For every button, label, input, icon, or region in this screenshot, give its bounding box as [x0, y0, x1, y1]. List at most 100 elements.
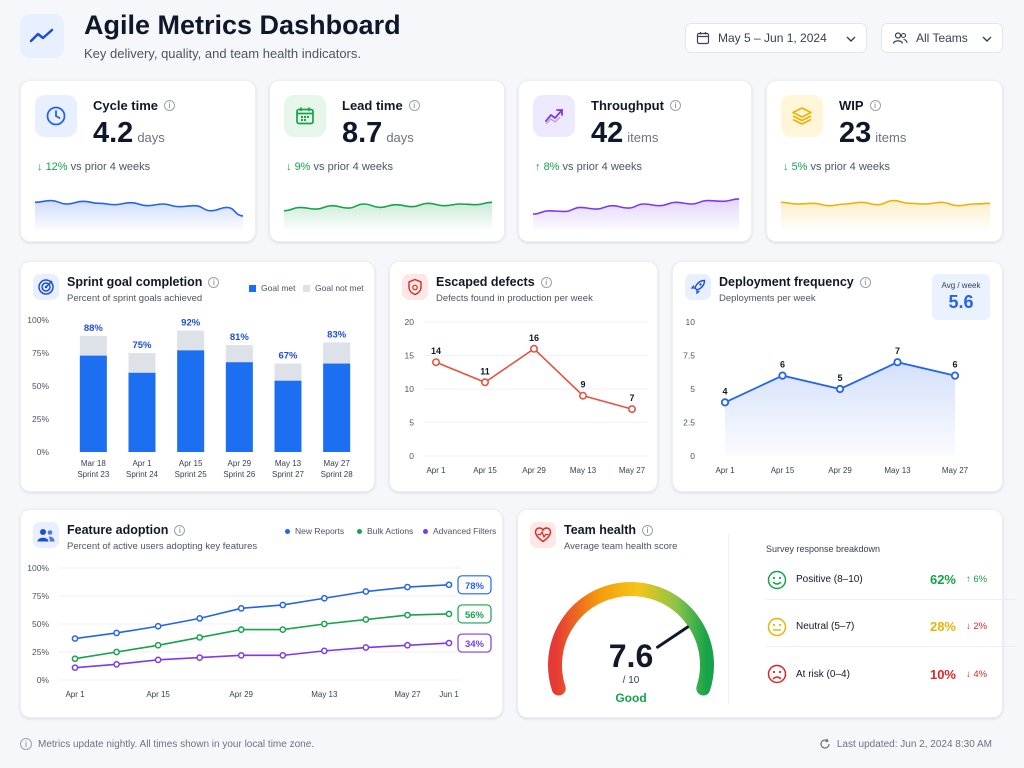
kpi-delta-arrow: ↓: [783, 161, 789, 173]
feature-adoption-subtitle: Percent of active users adopting key fea…: [67, 541, 258, 552]
kpi-unit: days: [137, 130, 165, 145]
x-tick-label: May 27: [324, 459, 351, 468]
last-updated-text: Last updated: Jun 2, 2024 8:30 AM: [836, 738, 992, 750]
last-updated: Last updated: Jun 2, 2024 8:30 AM: [819, 738, 992, 750]
sparkline-area: [35, 200, 243, 229]
kpi-delta-pct: 5%: [791, 161, 808, 173]
divider: [728, 534, 729, 704]
data-point: [835, 384, 845, 394]
data-point: [113, 629, 120, 637]
deployment-title: Deployment frequency: [719, 275, 854, 289]
series-line: [74, 613, 450, 660]
end-label: 56%: [465, 610, 485, 621]
breakdown-title: Survey response breakdown: [766, 544, 881, 554]
kpi-delta-arrow: ↑: [535, 161, 541, 173]
x-tick-label: Apr 29: [228, 459, 252, 468]
info-icon[interactable]: i: [174, 524, 186, 536]
y-tick-label: 10: [686, 317, 696, 327]
data-label: 88%: [84, 323, 104, 334]
sprint-goal-subtitle: Percent of sprint goals achieved: [67, 293, 203, 304]
info-icon[interactable]: i: [540, 276, 552, 288]
survey-row-label: Neutral (5–7): [796, 621, 855, 632]
data-point: [320, 594, 328, 602]
kpi-value: 4.2 days: [93, 117, 165, 150]
chevron-down-icon: [982, 31, 992, 45]
legend-goal-not-met: Goal not met: [303, 283, 364, 293]
data-point: [237, 626, 245, 633]
data-point: [279, 626, 287, 633]
info-icon[interactable]: i: [642, 524, 654, 536]
kpi-number: 8.7: [342, 117, 383, 149]
data-label: 14: [431, 346, 441, 356]
info-icon[interactable]: i: [669, 100, 681, 111]
calendar-icon: [696, 32, 710, 45]
data-point: [113, 648, 120, 656]
survey-row-label: Positive (8–10): [796, 574, 863, 585]
calendar-icon: [284, 95, 326, 137]
target-icon: [33, 274, 59, 300]
data-point: [71, 664, 79, 672]
sparkline: [284, 201, 492, 229]
deployment-frequency-card: Deployment frequency i Deployments per we…: [672, 261, 1003, 492]
team-filter-select[interactable]: All Teams: [881, 23, 1003, 53]
x-tick-sublabel: Sprint 25: [175, 470, 208, 479]
bar-goal-met: [128, 372, 156, 452]
data-label: 83%: [327, 329, 347, 340]
data-point: [237, 604, 245, 612]
feature-adoption-title: Feature adoption: [67, 523, 169, 537]
kpi-card-throughput: Throughput i 42 items ↑ 8% vs prior 4 weeks: [518, 80, 752, 242]
data-point: [154, 656, 162, 664]
trend-line-icon: [29, 28, 54, 43]
date-range-value: May 5 – Jun 1, 2024: [718, 31, 827, 45]
kpi-delta: ↑ 8% vs prior 4 weeks: [535, 161, 642, 173]
trend-up-icon: [533, 95, 575, 137]
smile-icon: [766, 570, 788, 590]
series-area: [725, 362, 955, 456]
x-tick-label: Apr 29: [229, 690, 253, 699]
kpi-card-lead-time: Lead time i 8.7 days ↓ 9% vs prior 4 weeks: [269, 80, 505, 242]
refresh-icon[interactable]: [819, 738, 831, 750]
kpi-delta-text: vs prior 4 weeks: [70, 161, 151, 173]
escaped-defects-title: Escaped defects: [436, 275, 535, 289]
team-health-title: Team health: [564, 523, 637, 537]
rocket-icon: [685, 274, 711, 300]
x-tick-label: Apr 15: [179, 459, 203, 468]
info-icon: i: [20, 738, 32, 750]
y-tick-label: 5: [690, 384, 695, 394]
y-tick-label: 10: [405, 384, 415, 394]
data-point: [445, 639, 453, 647]
legend-advanced-filters: Advanced Filters: [423, 526, 496, 536]
info-icon[interactable]: i: [208, 276, 220, 288]
x-tick-label: May 13: [884, 466, 911, 475]
data-point: [404, 583, 411, 591]
kpi-delta-arrow: ↓: [37, 161, 43, 173]
sprint-goal-card: Sprint goal completion i Percent of sprin…: [20, 261, 375, 492]
team-health-gauge: 7.6/ 10 Good: [548, 582, 714, 705]
y-tick-label: 0%: [37, 447, 50, 457]
y-tick-label: 0: [690, 451, 695, 461]
data-point: [720, 398, 730, 407]
users-icon: [892, 32, 908, 44]
survey-row-change: ↑ 6%: [966, 574, 988, 585]
series-line: [435, 347, 633, 410]
info-icon[interactable]: i: [869, 100, 881, 111]
data-point: [71, 635, 79, 642]
bar-goal-met: [225, 362, 253, 452]
sparkline: [35, 199, 243, 229]
data-point: [320, 647, 328, 655]
deployment-chart: 0 2.5 5 7.5 10 4 Apr 1 6 Apr 15 5 Apr 29 7 May 13 6 Ma…: [683, 317, 968, 475]
app-logo: [20, 14, 64, 58]
info-icon[interactable]: i: [859, 276, 871, 288]
kpi-label: Cycle time: [93, 98, 159, 113]
data-point: [279, 601, 287, 609]
data-point: [113, 660, 120, 668]
data-point: [445, 610, 453, 618]
kpi-delta-text: vs prior 4 weeks: [313, 161, 394, 173]
info-icon[interactable]: i: [164, 100, 176, 111]
info-icon[interactable]: i: [408, 100, 420, 111]
end-label-box: [457, 633, 492, 653]
legend-new-reports: New Reports: [285, 526, 344, 536]
frown-icon: [766, 664, 788, 684]
data-label: 67%: [278, 351, 298, 362]
date-range-picker[interactable]: May 5 – Jun 1, 2024: [685, 23, 867, 53]
